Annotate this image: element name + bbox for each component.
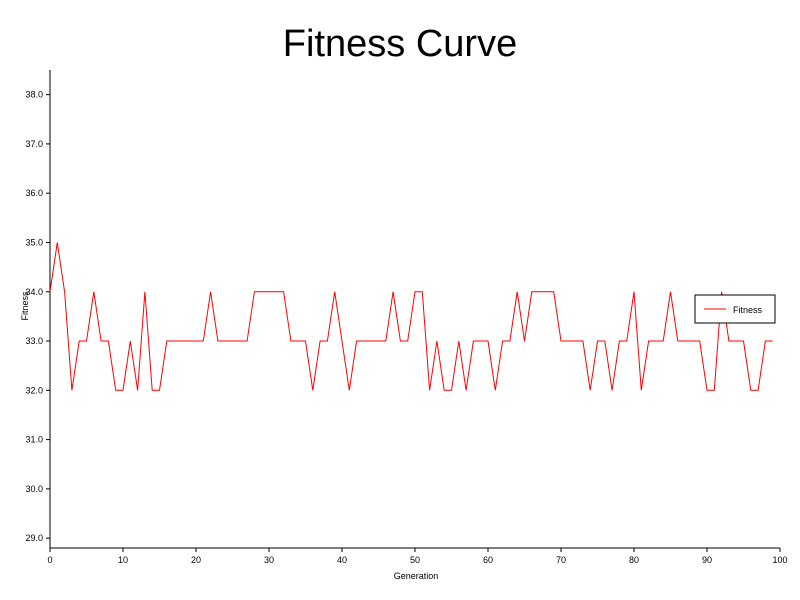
x-axis-ticks: 0 10 20 30 40 50 60 70 80 90 100 [47,548,788,565]
x-axis-label: Generation [394,571,439,581]
y-axis-ticks: 29.0 30.0 31.0 32.0 33.0 34.0 35.0 36.0 37.0 38.0 [25,90,50,543]
y-tick-label: 38.0 [25,90,43,100]
x-tick-label: 70 [556,555,566,565]
x-tick-label: 30 [264,555,274,565]
series-layer [49,242,773,391]
y-tick-label: 35.0 [25,237,43,247]
y-tick-label: 31.0 [25,435,43,445]
axes [49,70,780,549]
y-tick-label: 36.0 [25,188,43,198]
y-tick-label: 30.0 [25,484,43,494]
y-tick-label: 33.0 [25,336,43,346]
x-tick-label: 40 [337,555,347,565]
x-tick-label: 50 [410,555,420,565]
x-tick-label: 100 [772,555,787,565]
chart-title: Fitness Curve [283,23,517,65]
y-axis-label: Fitness [20,291,30,321]
x-tick-label: 90 [702,555,712,565]
y-tick-label: 37.0 [25,139,43,149]
series-line-fitness [49,242,773,391]
y-tick-label: 34.0 [25,287,43,297]
x-tick-label: 60 [483,555,493,565]
x-tick-label: 0 [47,555,52,565]
y-tick-label: 29.0 [25,533,43,543]
legend: Fitness [694,294,776,324]
x-tick-label: 10 [118,555,128,565]
legend-entry-fitness: Fitness [733,305,763,315]
x-tick-label: 80 [629,555,639,565]
y-tick-label: 32.0 [25,385,43,395]
x-tick-label: 20 [191,555,201,565]
